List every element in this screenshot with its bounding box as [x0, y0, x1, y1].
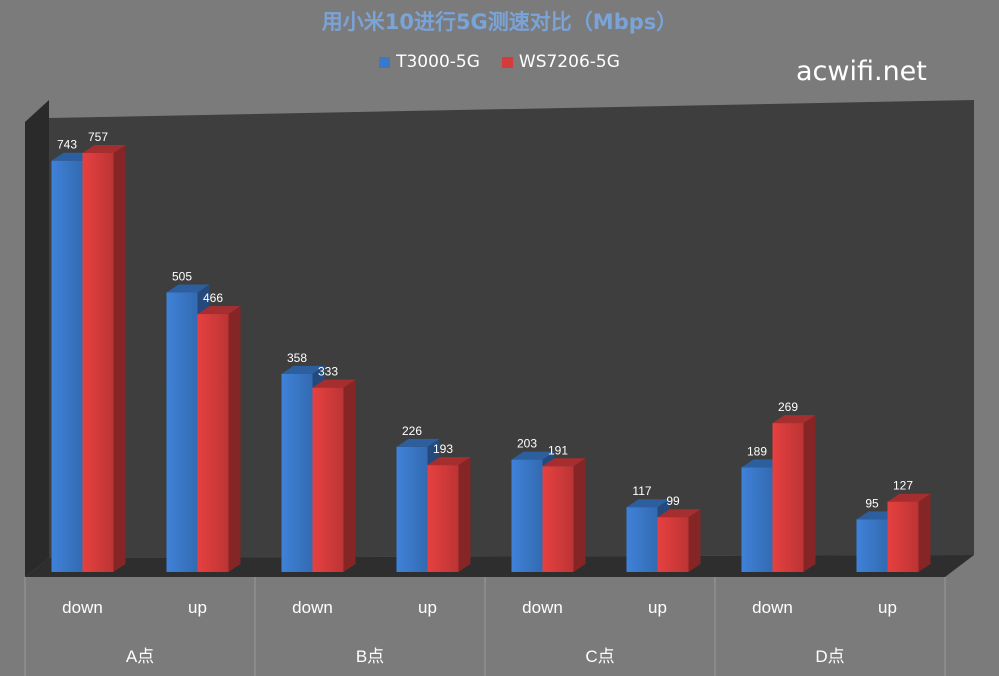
data-label-1-3: 358: [287, 351, 307, 365]
bar-1-4: [396, 446, 428, 572]
bar-side-2-6: [688, 509, 701, 572]
bar-1-5: [511, 459, 543, 572]
bar-side-2-2: [228, 306, 241, 572]
bar-2-3: [312, 387, 344, 572]
data-label-2-1: 757: [88, 130, 108, 144]
x-tick-label-8: up: [878, 598, 897, 617]
plot-floor: [25, 555, 974, 577]
bar-2-6: [657, 517, 689, 572]
legend-swatch-series-2: [501, 56, 513, 68]
data-label-2-6: 99: [666, 494, 680, 508]
bar-top-2-2: [197, 306, 241, 315]
legend-label-series-1: T3000-5G: [396, 52, 480, 72]
data-label-1-8: 95: [865, 496, 879, 510]
bar-2-7: [772, 423, 804, 572]
group-label-3: C点: [585, 647, 614, 666]
bar-2-8: [887, 501, 919, 572]
bar-top-2-1: [82, 145, 126, 154]
bar-side-2-4: [458, 457, 471, 572]
bar-top-2-8: [887, 493, 931, 502]
bar-1-1: [51, 160, 83, 572]
bar-1-6: [626, 507, 658, 572]
group-label-4: D点: [815, 647, 844, 666]
data-label-2-3: 333: [318, 365, 338, 379]
bar-side-2-8: [918, 493, 931, 572]
bar-top-2-6: [657, 509, 701, 518]
x-tick-label-4: up: [418, 598, 437, 617]
bar-top-1-3: [281, 365, 325, 374]
bar-top-2-4: [427, 457, 471, 466]
bar-top-2-5: [542, 458, 586, 467]
bar-top-1-4: [396, 438, 440, 447]
bar-2-2: [197, 314, 229, 572]
x-tick-label-3: down: [292, 598, 333, 617]
data-label-2-2: 466: [203, 291, 223, 305]
data-label-2-4: 193: [433, 442, 453, 456]
bar-top-1-2: [166, 284, 210, 293]
data-label-1-5: 203: [517, 437, 537, 451]
x-tick-label-2: up: [188, 598, 207, 617]
bar-2-5: [542, 466, 574, 572]
legend-item-series-2: WS7206-5G: [501, 52, 620, 72]
legend: T3000-5G WS7206-5G: [0, 52, 999, 72]
bar-2-1: [82, 153, 114, 573]
bar-1-2: [166, 292, 198, 572]
plot-back-wall: [49, 100, 974, 558]
data-label-1-6: 117: [632, 484, 651, 498]
data-label-2-7: 269: [778, 400, 798, 414]
bar-2-4: [427, 465, 459, 572]
x-tick-label-5: down: [522, 598, 563, 617]
bar-top-1-6: [626, 499, 670, 508]
group-label-1: A点: [126, 647, 154, 666]
legend-swatch-series-1: [379, 56, 391, 68]
chart-title: 用小米10进行5G测速对比（Mbps）: [321, 10, 678, 34]
data-label-1-1: 743: [57, 138, 77, 152]
bar-1-3: [281, 373, 313, 572]
x-tick-label-1: down: [62, 598, 103, 617]
data-label-2-8: 127: [893, 479, 913, 493]
bar-1-8: [856, 519, 888, 572]
legend-label-series-2: WS7206-5G: [518, 52, 620, 72]
bar-1-7: [741, 467, 773, 572]
watermark: acwifi.net: [796, 56, 927, 87]
data-label-1-4: 226: [402, 424, 422, 438]
plot-side-wall: [25, 100, 49, 577]
bar-side-2-3: [343, 379, 356, 572]
x-tick-label-6: up: [648, 598, 667, 617]
x-tick-label-7: down: [752, 598, 793, 617]
data-label-1-2: 505: [172, 269, 192, 283]
bar-top-1-5: [511, 451, 555, 460]
bar-top-2-7: [772, 415, 816, 424]
data-label-2-5: 191: [548, 443, 568, 457]
legend-item-series-1: T3000-5G: [379, 52, 480, 72]
bar-side-2-5: [573, 458, 586, 572]
bar-side-2-7: [803, 415, 816, 572]
group-label-2: B点: [356, 647, 384, 666]
bar-top-2-3: [312, 379, 356, 388]
bar-side-2-1: [113, 145, 126, 573]
data-label-1-7: 189: [747, 444, 767, 458]
